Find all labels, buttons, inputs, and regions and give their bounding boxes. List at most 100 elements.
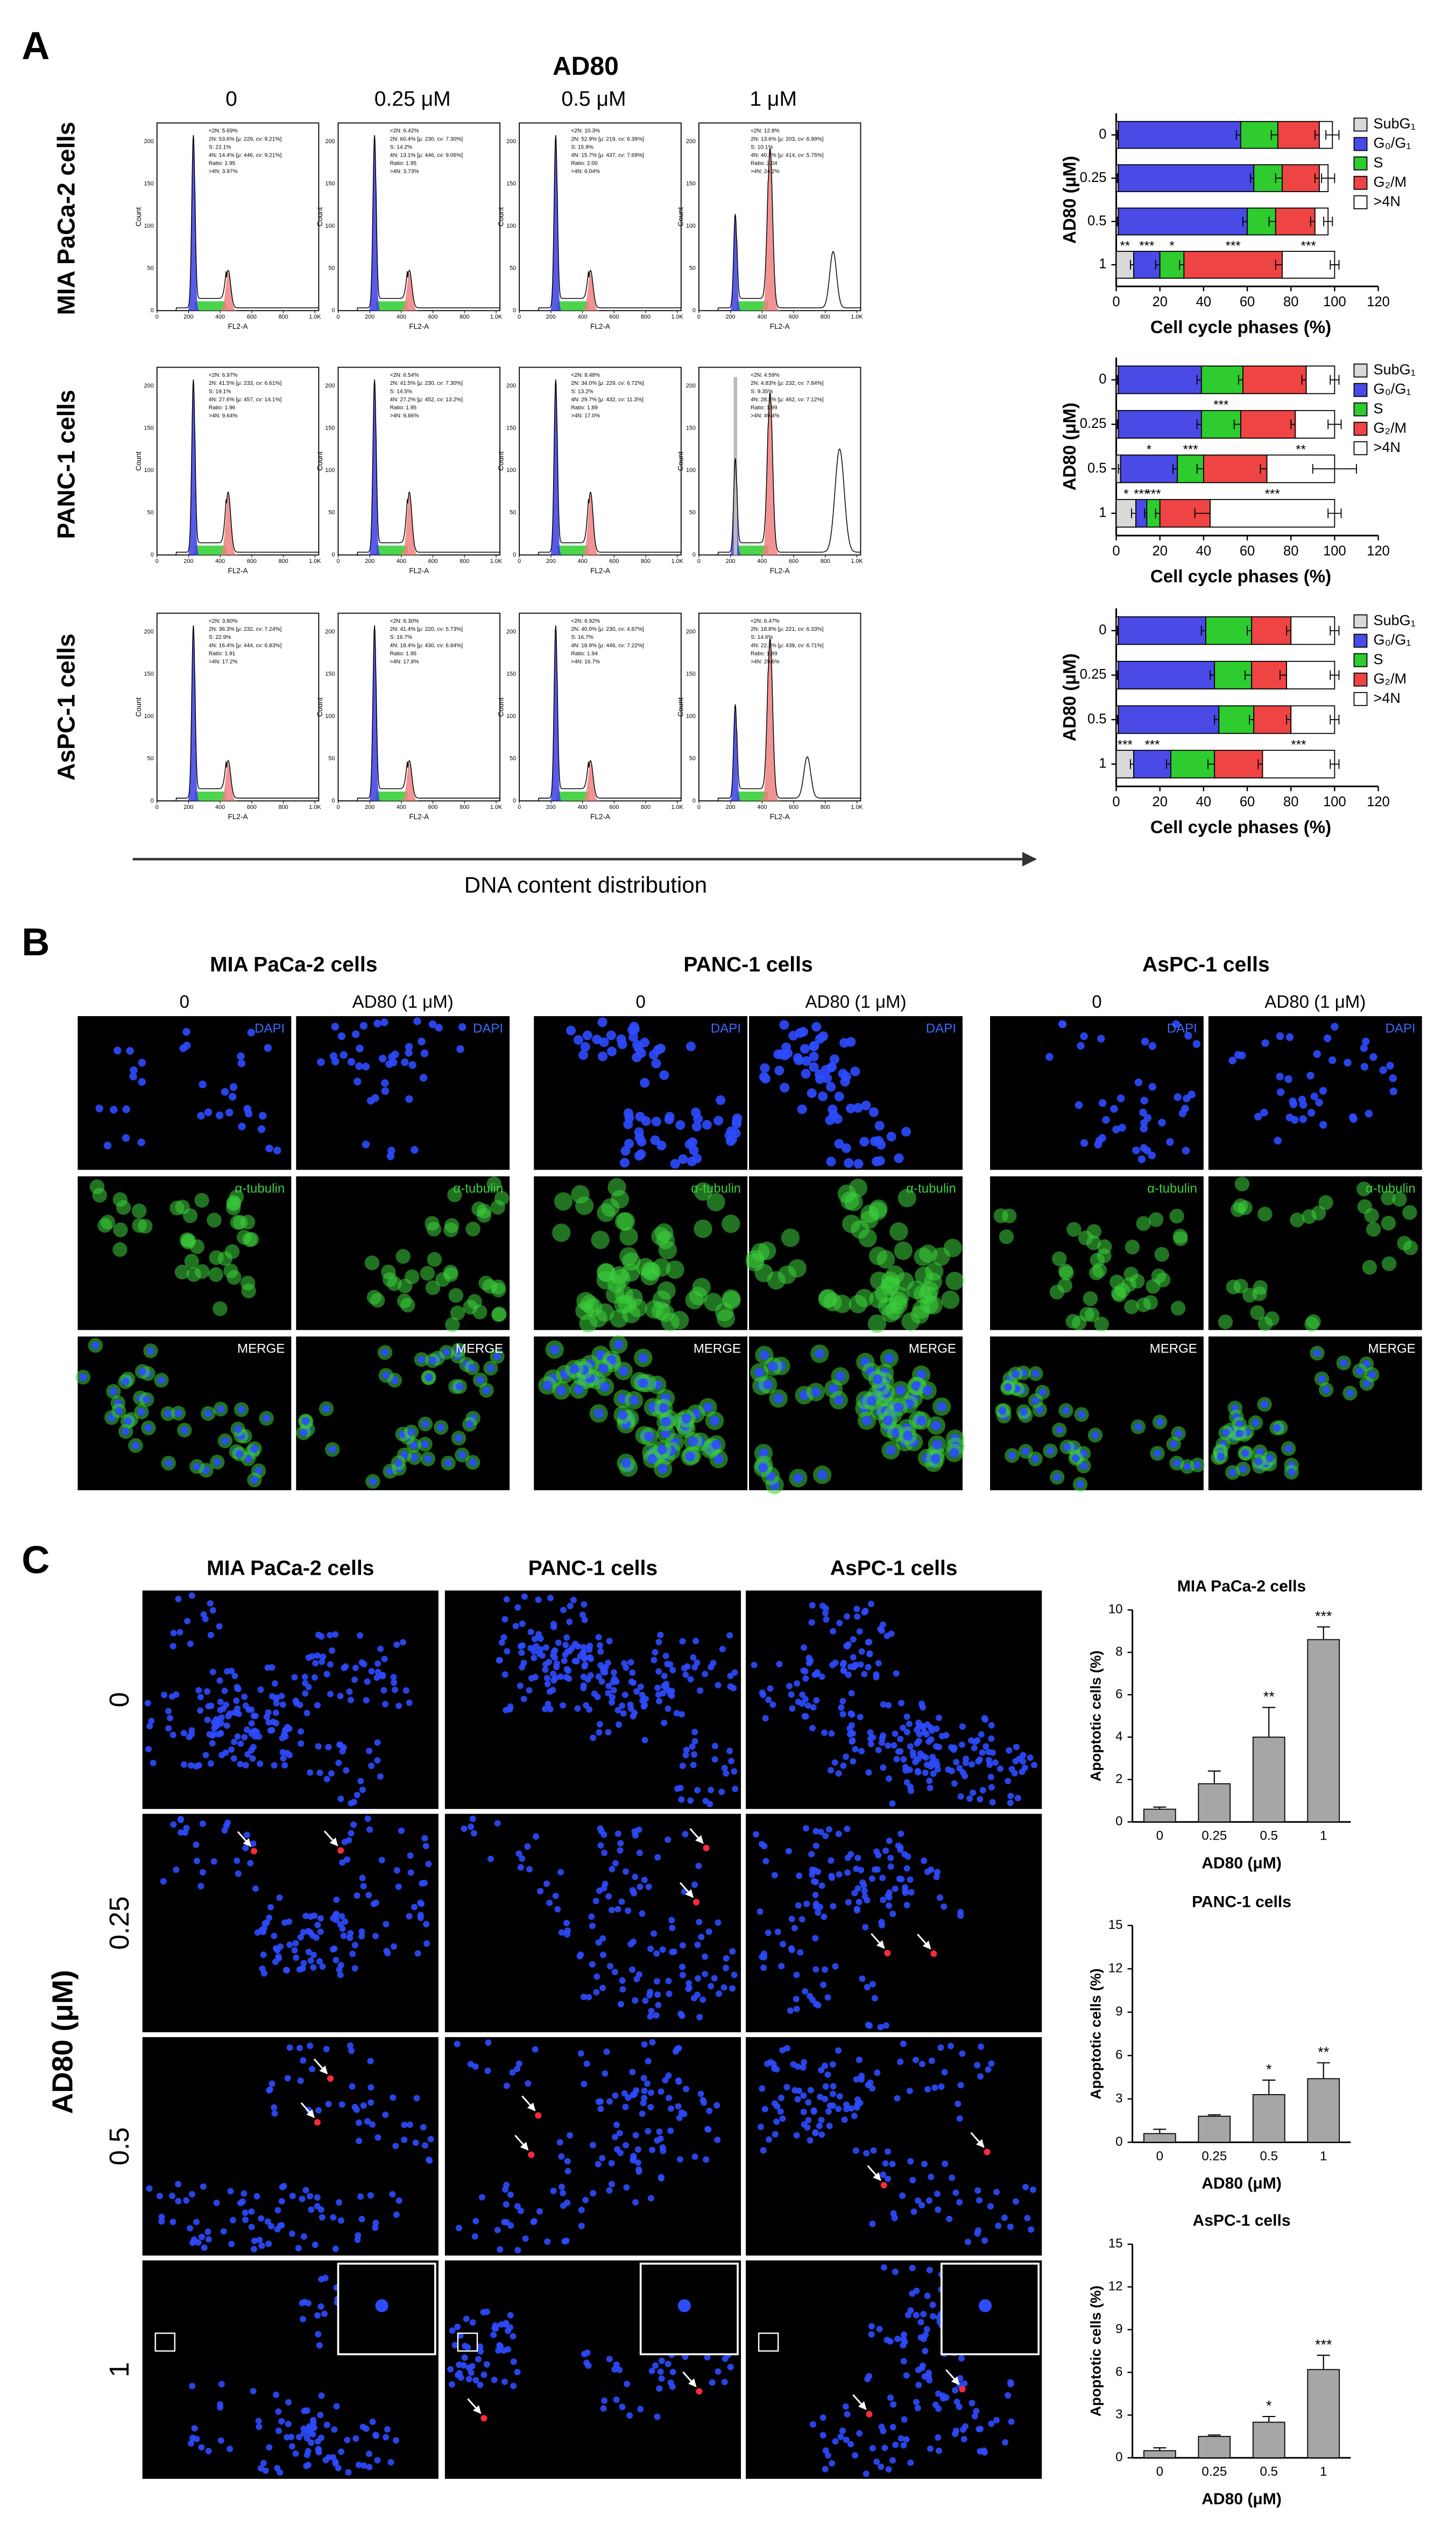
nucleus	[875, 1852, 882, 1859]
nucleus	[131, 1441, 140, 1449]
nucleus	[597, 1648, 604, 1655]
nucleus	[932, 1439, 942, 1450]
nucleus	[688, 1436, 698, 1447]
y-axis-label: Count	[135, 698, 143, 717]
rotated-label: AD80 (μM)	[47, 1970, 79, 2114]
error-bar	[1153, 2129, 1167, 2134]
nucleus	[374, 1739, 381, 1746]
nucleus	[578, 1050, 589, 1060]
cell	[1318, 1195, 1333, 1210]
nucleus	[494, 2227, 501, 2234]
nucleus	[336, 2199, 343, 2206]
nucleus	[1362, 1037, 1370, 1046]
nucleus	[890, 2401, 897, 2408]
micrograph	[746, 1814, 1042, 2033]
nucleus	[423, 1921, 430, 1928]
nucleus	[907, 2307, 914, 2314]
nucleus	[1181, 1104, 1189, 1113]
nucleus	[647, 2195, 654, 2202]
channel-label: MERGE	[1150, 1342, 1197, 1356]
nucleus	[347, 2042, 354, 2049]
histogram-g2-fill	[181, 273, 246, 311]
legend-label: SubG₁	[1374, 612, 1416, 629]
nucleus	[809, 1866, 816, 1873]
nucleus	[227, 2188, 234, 2195]
nucleus	[706, 1801, 713, 1808]
nucleus	[316, 1958, 323, 1965]
nucleus	[665, 2072, 672, 2079]
nucleus	[995, 2222, 1002, 2229]
nucleus	[309, 1653, 316, 1660]
y-tick-label: 0	[513, 552, 516, 558]
nucleus	[889, 2457, 896, 2464]
x-tick-label: 0	[697, 314, 701, 320]
nucleus	[864, 1984, 871, 1991]
x-tick-label: 600	[789, 314, 798, 320]
nucleus	[723, 1955, 730, 1962]
nucleus	[996, 1765, 1003, 1772]
nucleus	[503, 2320, 510, 2327]
histogram-stat: >4N: 16.7%	[571, 659, 600, 665]
nucleus	[732, 1116, 742, 1126]
nucleus	[209, 1607, 216, 1614]
cell	[213, 1301, 228, 1316]
nucleus	[906, 1720, 913, 1727]
nucleus	[521, 1593, 528, 1600]
x-tick-label: 200	[183, 558, 193, 565]
channel-label: DAPI	[926, 1021, 956, 1035]
nucleus	[596, 1721, 603, 1728]
arrow	[313, 2058, 328, 2075]
nucleus	[609, 1865, 616, 1872]
nucleus	[338, 2448, 345, 2455]
nucleus	[345, 2469, 352, 2476]
cell	[427, 1252, 442, 1267]
nucleus	[726, 1632, 733, 1639]
y-tick-label: 12	[1108, 2279, 1123, 2294]
nucleus	[1031, 1370, 1040, 1378]
nucleus	[642, 1997, 649, 2004]
nucleus	[1174, 1093, 1182, 1101]
nucleus	[840, 1762, 847, 1769]
nucleus	[490, 2331, 497, 2338]
nucleus	[121, 1377, 130, 1386]
significance: *	[1266, 2398, 1272, 2414]
nucleus	[834, 1139, 844, 1149]
nucleus	[687, 1797, 694, 1804]
nucleus	[406, 2121, 413, 2128]
nucleus	[351, 1942, 358, 1949]
nucleus	[392, 2437, 399, 2444]
nucleus	[956, 1765, 963, 1772]
nucleus	[1306, 1072, 1314, 1080]
nucleus	[834, 1091, 844, 1102]
nucleus	[942, 2160, 949, 2167]
nucleus	[160, 1878, 167, 1885]
nucleus	[412, 2139, 419, 2146]
nucleus	[924, 2292, 931, 2299]
nucleus	[600, 1668, 607, 1675]
nucleus	[255, 2418, 262, 2425]
nucleus	[934, 1766, 941, 1773]
cell	[1356, 1181, 1372, 1196]
histogram-g2-fill	[362, 495, 427, 555]
histogram: 0 200 400 600 800 1.0K050100150200FL2-ACount<…	[497, 367, 684, 575]
x-tick-label: 200	[726, 804, 736, 811]
cell	[491, 1307, 506, 1322]
nucleus	[892, 2269, 899, 2276]
nucleus	[327, 1690, 334, 1697]
nucleus	[666, 1990, 673, 1997]
rotated-label: 0.5	[104, 2127, 135, 2165]
significance: **	[1263, 1689, 1275, 1705]
nucleus	[619, 1986, 626, 1993]
nucleus	[1079, 1462, 1088, 1470]
nucleus	[465, 2364, 472, 2371]
y-axis-label: Count	[316, 698, 324, 717]
x-tick-label: 800	[279, 558, 288, 565]
nucleus	[609, 1694, 616, 1701]
nucleus	[325, 1744, 332, 1751]
nucleus	[256, 2237, 263, 2244]
cell	[661, 1313, 680, 1332]
nucleus	[797, 1104, 807, 1115]
apoptotic-cell	[327, 2075, 334, 2082]
nucleus	[604, 1659, 612, 1666]
nucleus	[109, 1387, 118, 1396]
